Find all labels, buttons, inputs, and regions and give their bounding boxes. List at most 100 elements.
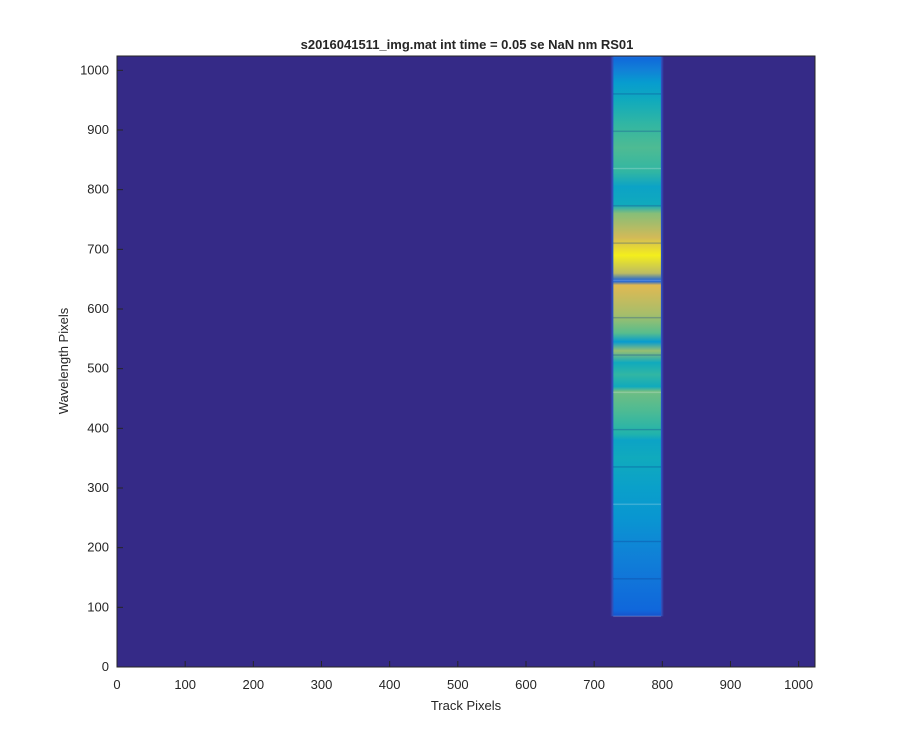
stripe-band-line — [613, 540, 661, 542]
stripe-band-line — [613, 93, 661, 95]
stripe-band-line — [613, 466, 661, 468]
stripe-band-line — [613, 168, 661, 170]
stripe-band-line — [613, 242, 661, 244]
stripe-band-line — [613, 56, 661, 58]
stripe-band-line — [613, 578, 661, 580]
stripe-band-line — [613, 167, 661, 169]
stripe-band-line — [613, 279, 661, 281]
stripe-band-line — [613, 354, 661, 356]
stripe-band-line — [613, 541, 661, 543]
stripe-band-line — [613, 316, 661, 318]
y-axis-ticks: 0 100 200 300 400 500 600 700 800 900 1000 — [80, 62, 123, 674]
stripe-band-line — [613, 130, 661, 132]
stripe-band-line — [613, 205, 661, 207]
stripe-band-line — [613, 428, 661, 430]
stripe-band-line — [613, 578, 661, 580]
stripe-band-line — [613, 504, 661, 505]
stripe-band-line — [613, 130, 661, 132]
stripe-band-line — [613, 429, 661, 431]
x-axis-ticks: 0 100 200 300 400 500 600 700 800 900 1000 — [113, 661, 813, 692]
stripe-band-line — [613, 130, 661, 132]
x-tick-label: 600 — [515, 677, 537, 692]
x-tick-label: 800 — [651, 677, 673, 692]
stripe-band-line — [613, 391, 661, 393]
stripe-band-line — [613, 280, 661, 282]
stripe-band-line — [613, 615, 661, 617]
stripe-band-line — [613, 578, 661, 580]
stripe-band-line — [613, 615, 661, 617]
stripe-band-line — [613, 466, 661, 468]
stripe-band-line — [613, 317, 661, 319]
x-axis-label: Track Pixels — [431, 698, 502, 713]
stripe-band-line — [613, 354, 661, 356]
stripe-band-line — [613, 355, 661, 356]
stripe-band-line — [613, 354, 661, 356]
y-tick-label: 200 — [87, 540, 109, 555]
stripe-band-line — [613, 541, 661, 543]
stripe-band-line — [613, 130, 661, 132]
stripe-band-line — [613, 503, 661, 505]
stripe-band-line — [613, 131, 661, 133]
stripe-band-line — [613, 540, 661, 542]
stripe-edge-left — [610, 56, 614, 617]
stripe-band-line — [613, 205, 661, 207]
stripe-band-line — [613, 317, 661, 319]
stripe-band-line — [613, 503, 661, 505]
stripe-band-line — [613, 317, 661, 319]
stripe-band-line — [613, 578, 661, 580]
y-tick-label: 100 — [87, 599, 109, 614]
y-tick-label: 500 — [87, 361, 109, 376]
stripe-band-line — [613, 205, 661, 207]
x-tick-label: 100 — [174, 677, 196, 692]
stripe-band-line — [613, 577, 661, 579]
stripe-band-line — [613, 93, 661, 94]
stripe-band-line — [613, 205, 661, 207]
stripe-band-line — [613, 615, 661, 617]
stripe-band-line — [613, 279, 661, 281]
stripe-band-line — [613, 615, 661, 617]
stripe-band-line — [613, 279, 661, 281]
stripe-band-line — [613, 504, 661, 506]
stripe-band-line — [613, 429, 661, 430]
x-tick-label: 400 — [379, 677, 401, 692]
x-tick-label: 0 — [113, 677, 120, 692]
stripe-band-line — [613, 429, 661, 431]
stripe-band-line — [613, 167, 661, 169]
stripe-band-line — [613, 541, 661, 543]
y-tick-label: 800 — [87, 182, 109, 197]
plot-background — [117, 56, 815, 667]
stripe-band-line — [613, 466, 661, 468]
stripe-band-line — [613, 205, 661, 207]
stripe-band-line — [613, 242, 661, 244]
stripe-band-line — [613, 167, 661, 169]
stripe-band-line — [613, 280, 661, 282]
stripe-band-line — [613, 429, 661, 431]
y-tick-label: 700 — [87, 241, 109, 256]
stripe-band-line — [613, 466, 661, 468]
stripe-band-line — [613, 391, 661, 393]
stripe-band-line — [613, 317, 661, 318]
stripe-band-line — [613, 503, 661, 505]
y-tick-label: 1000 — [80, 62, 109, 77]
stripe-band-line — [613, 243, 661, 245]
stripe-band-line — [613, 503, 661, 505]
stripe-edge-right — [660, 56, 664, 617]
stripe-band-line — [613, 540, 661, 542]
stripe-band-line — [613, 204, 661, 206]
y-tick-label: 0 — [102, 659, 109, 674]
x-tick-label: 500 — [447, 677, 469, 692]
stripe-band-line — [613, 391, 661, 393]
y-tick-label: 900 — [87, 122, 109, 137]
stripe-band-line — [613, 168, 661, 170]
stripe-band-line — [613, 131, 661, 132]
x-tick-label: 700 — [583, 677, 605, 692]
stripe-band-line — [613, 280, 661, 281]
stripe-band-line — [613, 93, 661, 95]
x-tick-label: 1000 — [784, 677, 813, 692]
stripe-band-line — [613, 392, 661, 394]
chart-title: s2016041511_img.mat int time = 0.05 se N… — [301, 37, 634, 52]
stripe-band-line — [613, 93, 661, 95]
y-tick-label: 600 — [87, 301, 109, 316]
